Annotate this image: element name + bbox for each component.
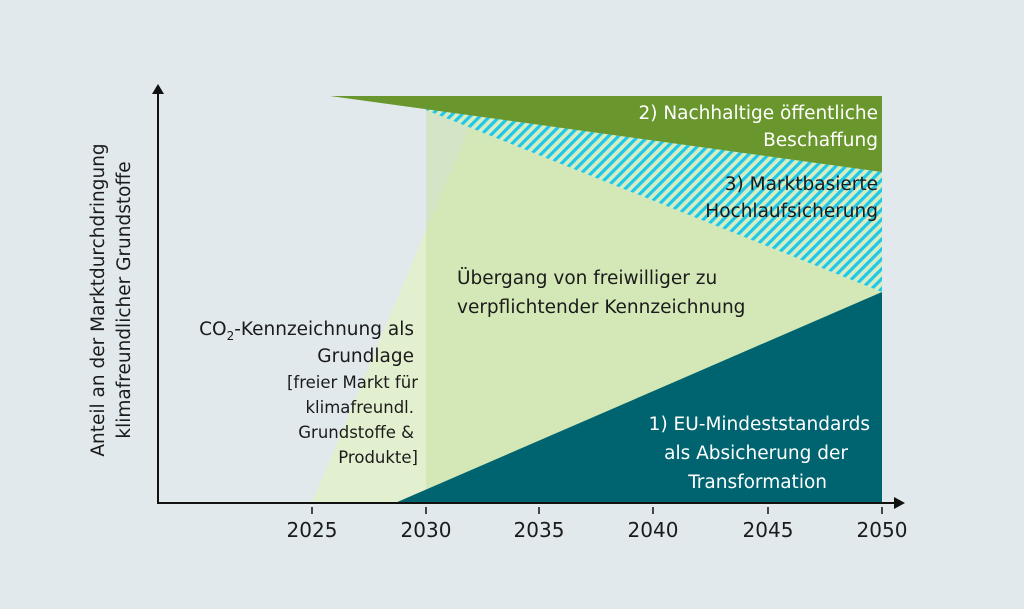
x-tick-label: 2035 — [514, 518, 565, 542]
x-axis-arrow — [894, 497, 905, 509]
co2-label-title: Grundlage — [317, 346, 414, 367]
public-procurement-area — [330, 96, 882, 172]
free-market-label: [freier Markt für — [287, 373, 418, 392]
free-market-label: Produkte] — [338, 448, 418, 467]
public-procurement-label: Beschaffung — [763, 130, 878, 151]
y-axis-arrow — [152, 84, 164, 94]
market-ramp-up-area — [426, 109, 882, 292]
x-ticks — [311, 507, 883, 514]
x-tick-label: 2030 — [401, 518, 452, 542]
x-tick-label: 2050 — [857, 518, 908, 542]
free-market-label: Grundstoffe & — [298, 423, 414, 442]
eu-standards-label: 1) EU-Mindeststandards — [649, 414, 870, 435]
co2-label-area — [312, 230, 426, 503]
eu-standards-label: als Absicherung der — [664, 443, 848, 464]
eu-standards-label: Transformation — [687, 472, 827, 493]
overlap-area — [426, 110, 470, 230]
svg-text:klimafreundlicher Grundstoffe: klimafreundlicher Grundstoffe — [114, 161, 135, 438]
transition-label: Übergang von freiwilliger zu — [457, 267, 717, 289]
market-ramp-up-label: Hochlaufsicherung — [705, 201, 878, 222]
transition-label: verpflichtender Kennzeichnung — [457, 297, 745, 318]
market-ramp-up-label: 3) Marktbasierte — [725, 174, 878, 195]
free-market-label: klimafreundl. — [305, 398, 414, 417]
eu-standards-area — [395, 292, 882, 503]
x-tick-label: 2045 — [743, 518, 794, 542]
co2-label-title: CO2-Kennzeichnung als — [199, 319, 414, 343]
svg-text:Anteil an der Marktdurchdringu: Anteil an der Marktdurchdringung — [88, 143, 109, 456]
y-axis-label: Anteil an der Marktdurchdringung klimafr… — [88, 143, 135, 456]
x-tick-label: 2025 — [287, 518, 338, 542]
x-tick-label: 2040 — [628, 518, 679, 542]
public-procurement-label: 2) Nachhaltige öffentliche — [638, 103, 878, 124]
